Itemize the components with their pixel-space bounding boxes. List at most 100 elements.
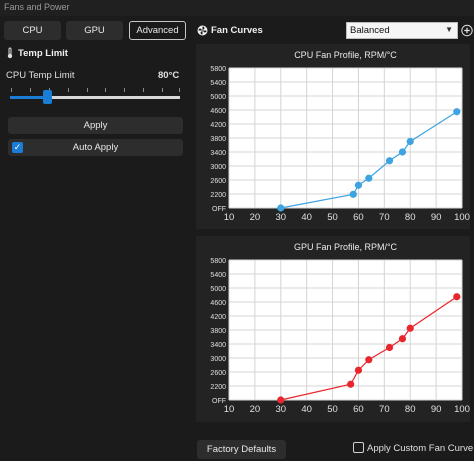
title-bar: Fans and Power [0,0,474,16]
auto-apply-label: Auto Apply [72,142,119,153]
y-tick-label: 4600 [210,300,226,307]
slider-tick [105,88,106,92]
y-tick-label: 3000 [210,164,226,171]
y-tick-label: 4600 [210,108,226,115]
y-tick-label: 3000 [210,356,226,363]
factory-defaults-button[interactable]: Factory Defaults [197,440,286,459]
y-tick-label: 3400 [210,150,226,157]
x-tick-label: 50 [327,212,338,223]
data-point[interactable] [349,190,357,198]
data-point[interactable] [347,380,355,388]
x-tick-label: 100 [454,212,470,223]
x-tick-label: 40 [301,404,312,415]
x-tick-label: 40 [301,212,312,223]
x-tick-label: 90 [431,212,442,223]
y-tick-label: 5000 [210,286,226,293]
chevron-down-icon: ▼ [445,25,453,34]
x-tick-label: 30 [275,404,286,415]
data-point[interactable] [453,108,461,116]
apply-button[interactable]: Apply [8,117,183,134]
slider-fill [10,96,48,99]
x-tick-label: 70 [379,212,390,223]
apply-custom-fan-curve-checkbox[interactable] [353,442,364,453]
cpu-fan-chart-panel: OFF 2200 2600 3000 3400 3800 4200 4600 5000 5400 5… [196,44,470,229]
tab-advanced-label: Advanced [136,25,179,36]
x-tick-label: 50 [327,404,338,415]
y-tick-label: 5400 [210,80,226,87]
auto-apply-checkbox[interactable]: ✓ [12,142,23,153]
slider-track[interactable] [10,96,180,99]
slider-tick [179,88,180,92]
x-tick-label: 30 [275,212,286,223]
x-tick-label: 80 [405,212,416,223]
tab-cpu[interactable]: CPU [4,21,61,40]
gpu-fan-chart[interactable]: OFF 2200 2600 3000 3400 3800 4200 4600 5000 5400 5… [196,236,470,422]
tab-gpu[interactable]: GPU [66,21,123,40]
data-point[interactable] [406,137,414,146]
chart-title: CPU Fan Profile, RPM/°C [294,50,397,60]
y-tick-label: 3800 [210,136,226,143]
slider-tick [143,88,144,92]
data-point[interactable] [354,181,363,189]
y-tick-label: 5000 [210,94,226,101]
y-tick-label: 3800 [210,328,226,335]
data-point[interactable] [453,293,461,301]
fan-icon [197,25,208,36]
y-tick-label: 5400 [210,272,226,279]
fan-profile-value: Balanced [350,25,390,36]
data-point[interactable] [385,343,394,352]
data-point[interactable] [406,324,414,332]
cpu-fan-chart[interactable]: OFF 2200 2600 3000 3400 3800 4200 4600 5000 5400 5… [196,44,470,229]
slider-tick [68,88,69,92]
y-tick-label: 4200 [210,122,226,129]
fan-curves-title: Fan Curves [211,25,263,36]
data-point[interactable] [398,148,407,156]
y-tick-label: OFF [212,398,226,405]
y-tick-label: 5800 [210,66,226,73]
x-tick-label: 20 [250,404,261,415]
add-icon[interactable] [461,24,473,37]
slider-thumb[interactable] [42,90,52,104]
data-point[interactable] [354,366,363,374]
auto-apply-row[interactable]: Auto Apply [8,139,183,156]
data-point[interactable] [277,204,285,212]
y-tick-label: 5800 [210,258,226,265]
data-point[interactable] [365,356,373,364]
x-tick-label: 10 [224,212,235,223]
y-tick-label: 2600 [210,370,226,377]
cpu-temp-limit-label: CPU Temp Limit [6,70,75,81]
data-point[interactable] [365,174,373,182]
y-tick-label: 4200 [210,314,226,321]
x-tick-label: 20 [250,212,261,223]
x-tick-label: 60 [353,404,364,415]
slider-tick [30,88,31,92]
thermometer-icon [7,47,13,59]
window-title: Fans and Power [4,2,70,12]
cpu-temp-limit-value: 80°C [158,70,180,81]
x-tick-label: 90 [431,404,442,415]
y-tick-label: 2200 [210,384,226,391]
tab-gpu-label: GPU [84,25,105,36]
chart-title: GPU Fan Profile, RPM/°C [294,242,398,252]
x-tick-label: 70 [379,404,390,415]
data-point[interactable] [385,157,394,165]
x-tick-label: 10 [224,404,235,415]
fan-profile-dropdown[interactable]: Balanced ▼ [346,22,458,39]
gpu-fan-chart-panel: OFF 2200 2600 3000 3400 3800 4200 4600 5000 5400 5… [196,236,470,422]
slider-tick [11,88,12,92]
temp-limit-title: Temp Limit [18,48,68,59]
y-tick-label: 2200 [210,192,226,199]
y-tick-label: OFF [212,206,226,213]
slider-tick [124,88,125,92]
data-point[interactable] [398,335,407,343]
apply-custom-fan-curve-label[interactable]: Apply Custom Fan Curve [367,443,474,454]
y-tick-label: 3400 [210,342,226,349]
apply-button-label: Apply [83,120,108,131]
x-tick-label: 100 [454,404,470,415]
factory-defaults-label: Factory Defaults [206,444,277,455]
tab-advanced[interactable]: Advanced [129,21,186,40]
slider-tick [87,88,88,92]
slider-tick [162,88,163,92]
x-tick-label: 80 [405,404,416,415]
data-point[interactable] [277,396,285,404]
